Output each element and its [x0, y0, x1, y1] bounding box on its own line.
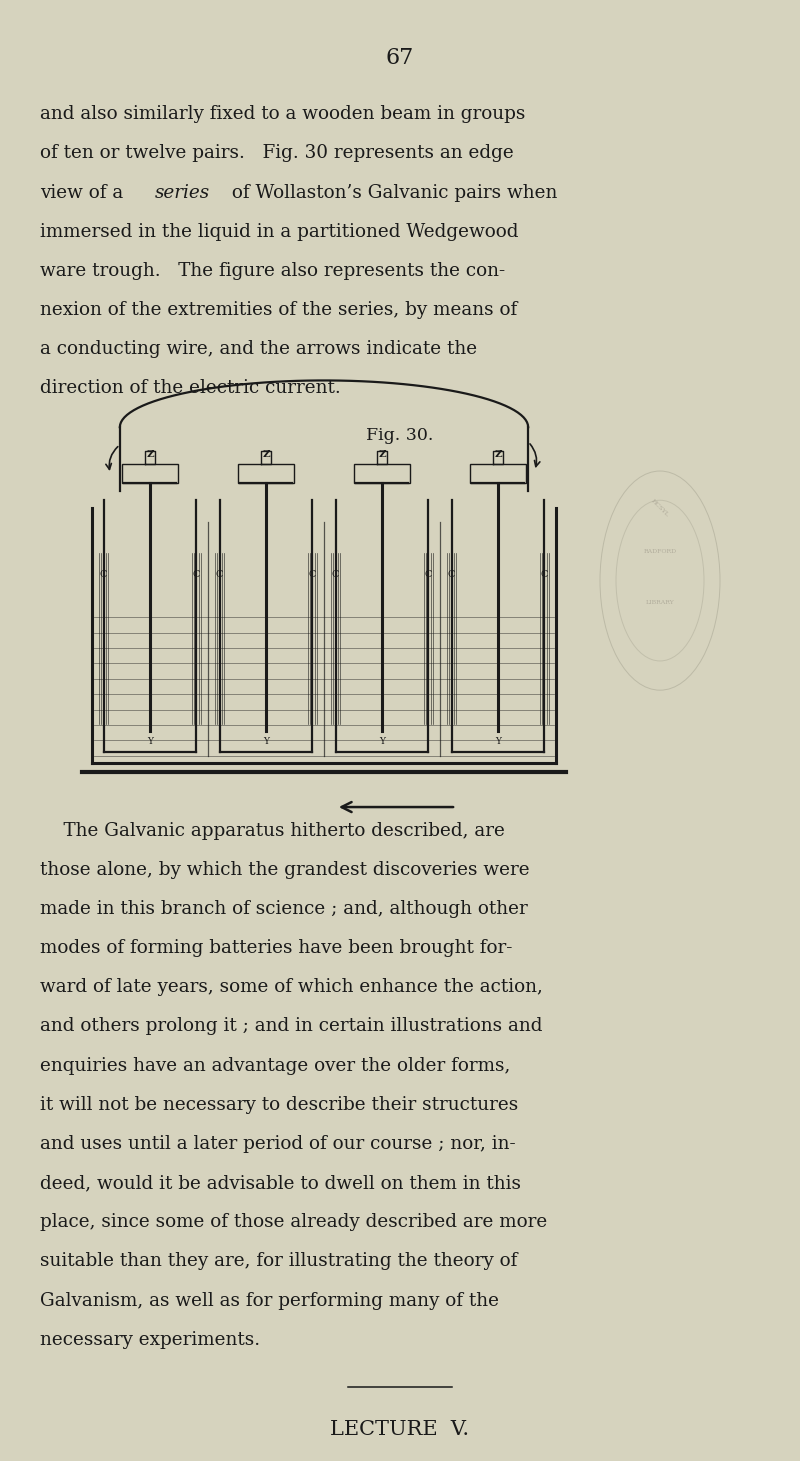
Text: C: C — [448, 570, 455, 580]
Bar — [122, 463, 178, 482]
Bar — [470, 463, 526, 482]
Text: The Galvanic apparatus hitherto described, are: The Galvanic apparatus hitherto describe… — [40, 821, 505, 840]
Text: Galvanism, as well as for performing many of the: Galvanism, as well as for performing man… — [40, 1292, 499, 1309]
Text: HCSYL: HCSYL — [650, 498, 670, 517]
Text: Z: Z — [262, 450, 270, 459]
Text: Z: Z — [146, 450, 154, 459]
Text: 67: 67 — [386, 47, 414, 69]
Text: and uses until a later period of our course ; nor, in-: and uses until a later period of our cou… — [40, 1135, 516, 1153]
Text: LECTURE  V.: LECTURE V. — [330, 1420, 470, 1439]
Text: Y: Y — [379, 736, 385, 747]
Text: C: C — [541, 570, 548, 580]
Text: Z: Z — [378, 450, 386, 459]
Text: ware trough.   The figure also represents the con-: ware trough. The figure also represents … — [40, 262, 505, 281]
Bar — [354, 463, 410, 482]
Text: C: C — [216, 570, 223, 580]
Bar — [238, 463, 294, 482]
Text: deed, would it be advisable to dwell on them in this: deed, would it be advisable to dwell on … — [40, 1175, 521, 1192]
Text: Y: Y — [263, 736, 269, 747]
Text: series: series — [155, 184, 210, 202]
Text: it will not be necessary to describe their structures: it will not be necessary to describe the… — [40, 1096, 518, 1113]
Text: nexion of the extremities of the series, by means of: nexion of the extremities of the series,… — [40, 301, 518, 318]
Text: Z: Z — [494, 450, 502, 459]
Text: necessary experiments.: necessary experiments. — [40, 1331, 260, 1349]
Text: LIBRARY: LIBRARY — [646, 600, 674, 605]
Text: C: C — [425, 570, 432, 580]
Text: Y: Y — [147, 736, 153, 747]
Text: and others prolong it ; and in certain illustrations and: and others prolong it ; and in certain i… — [40, 1017, 542, 1036]
Text: suitable than they are, for illustrating the theory of: suitable than they are, for illustrating… — [40, 1252, 518, 1271]
Text: modes of forming batteries have been brought for-: modes of forming batteries have been bro… — [40, 939, 512, 957]
Text: Y: Y — [495, 736, 501, 747]
Text: ward of late years, some of which enhance the action,: ward of late years, some of which enhanc… — [40, 979, 543, 996]
Text: view of a: view of a — [40, 184, 129, 202]
Text: direction of the electric current.: direction of the electric current. — [40, 380, 341, 397]
Text: of ten or twelve pairs.   Fig. 30 represents an edge: of ten or twelve pairs. Fig. 30 represen… — [40, 145, 514, 162]
Text: a conducting wire, and the arrows indicate the: a conducting wire, and the arrows indica… — [40, 340, 477, 358]
Text: RADFORD: RADFORD — [643, 549, 677, 554]
Text: of Wollaston’s Galvanic pairs when: of Wollaston’s Galvanic pairs when — [226, 184, 558, 202]
Text: immersed in the liquid in a partitioned Wedgewood: immersed in the liquid in a partitioned … — [40, 222, 518, 241]
Text: those alone, by which the grandest discoveries were: those alone, by which the grandest disco… — [40, 861, 530, 880]
Text: Fig. 30.: Fig. 30. — [366, 427, 434, 444]
Text: made in this branch of science ; and, although other: made in this branch of science ; and, al… — [40, 900, 528, 918]
Text: C: C — [100, 570, 107, 580]
Text: C: C — [193, 570, 200, 580]
Text: place, since some of those already described are more: place, since some of those already descr… — [40, 1213, 547, 1232]
Text: C: C — [332, 570, 339, 580]
Text: and also similarly fixed to a wooden beam in groups: and also similarly fixed to a wooden bea… — [40, 105, 526, 123]
Text: C: C — [309, 570, 316, 580]
Text: enquiries have an advantage over the older forms,: enquiries have an advantage over the old… — [40, 1056, 510, 1075]
